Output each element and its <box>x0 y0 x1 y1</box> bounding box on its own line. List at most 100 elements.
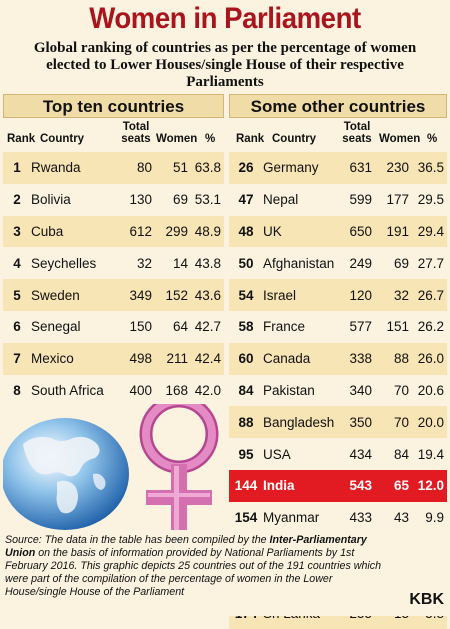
table-row: 3 Cuba 612 299 48.9 <box>3 215 224 248</box>
globe-illustration <box>1 394 219 530</box>
rank-cell: 58 <box>229 310 263 343</box>
table-row: 2 Bolivia 130 69 53.1 <box>3 183 224 216</box>
rank-cell: 54 <box>229 279 263 311</box>
seats-cell: 32 <box>117 247 155 280</box>
country-cell: Germany <box>263 152 339 184</box>
female-symbol-icon <box>139 394 219 530</box>
rank-cell: 26 <box>229 152 263 184</box>
country-cell: India <box>263 469 339 502</box>
rank-cell: 144 <box>229 469 263 502</box>
table-row: 5 Sweden 349 152 43.6 <box>3 279 224 311</box>
table-row: 26 Germany 631 230 36.5 <box>229 152 447 184</box>
percent-cell: 63.8 <box>191 152 224 184</box>
percent-cell: 53.1 <box>191 183 224 216</box>
col-percent: % <box>427 133 438 145</box>
percent-cell: 12.0 <box>412 469 447 502</box>
country-cell: Senegal <box>31 310 117 343</box>
col-total-seats: Total seats <box>121 121 151 145</box>
women-cell: 177 <box>375 183 412 216</box>
source-org: Inter-Parliamentary Union <box>5 534 367 559</box>
seats-cell: 650 <box>339 215 375 248</box>
column-headers: Rank Country Total seats Women % <box>3 118 224 152</box>
seats-cell: 150 <box>117 310 155 343</box>
table-row: 1 Rwanda 80 51 63.8 <box>3 152 224 184</box>
percent-cell: 9.9 <box>412 501 447 534</box>
subtitle: Global ranking of countries as per the p… <box>33 40 417 90</box>
rank-cell: 4 <box>3 247 31 280</box>
country-cell: Bolivia <box>31 183 117 216</box>
rank-cell: 5 <box>3 279 31 311</box>
footer: Source: The data in the table has been c… <box>0 530 450 616</box>
table-row: 154 Myanmar 433 43 9.9 <box>229 501 447 534</box>
seats-cell: 80 <box>117 152 155 184</box>
percent-cell: 29.4 <box>412 215 447 248</box>
col-women: Women <box>379 133 421 145</box>
percent-cell: 19.4 <box>412 438 447 470</box>
percent-cell: 43.6 <box>191 279 224 311</box>
women-cell: 299 <box>155 215 191 248</box>
country-cell: South Africa <box>31 374 117 407</box>
women-cell: 70 <box>375 406 412 439</box>
percent-cell: 48.9 <box>191 215 224 248</box>
country-cell: France <box>263 310 339 343</box>
percent-cell: 42.4 <box>191 342 224 375</box>
col-total-seats: Total seats <box>342 121 372 145</box>
seats-cell: 433 <box>339 501 375 534</box>
rank-cell: 84 <box>229 374 263 407</box>
seats-cell: 543 <box>339 469 375 502</box>
women-cell: 43 <box>375 501 412 534</box>
col-rank: Rank <box>236 133 265 145</box>
percent-cell: 42.7 <box>191 310 224 343</box>
rank-cell: 50 <box>229 247 263 280</box>
rank-cell: 1 <box>3 152 31 184</box>
rank-cell: 47 <box>229 183 263 216</box>
seats-cell: 434 <box>339 438 375 470</box>
table-row: 48 UK 650 191 29.4 <box>229 215 447 248</box>
country-cell: Mexico <box>31 342 117 375</box>
seats-cell: 350 <box>339 406 375 439</box>
column-headers: Rank Country Total seats Women % <box>229 118 447 152</box>
seats-cell: 349 <box>117 279 155 311</box>
seats-cell: 130 <box>117 183 155 216</box>
table-row: 8 South Africa 400 168 42.0 <box>3 374 224 407</box>
percent-cell: 26.7 <box>412 279 447 311</box>
seats-cell: 400 <box>117 374 155 407</box>
table-row: 95 USA 434 84 19.4 <box>229 438 447 470</box>
women-cell: 230 <box>375 152 412 184</box>
seats-cell: 338 <box>339 342 375 375</box>
table-row: 7 Mexico 498 211 42.4 <box>3 342 224 375</box>
seats-cell: 249 <box>339 247 375 280</box>
women-cell: 191 <box>375 215 412 248</box>
percent-cell: 26.2 <box>412 310 447 343</box>
women-cell: 151 <box>375 310 412 343</box>
country-cell: UK <box>263 215 339 248</box>
women-cell: 70 <box>375 374 412 407</box>
source-note: Source: The data in the table has been c… <box>5 534 382 598</box>
credit: KBK <box>409 591 444 608</box>
women-cell: 168 <box>155 374 191 407</box>
women-cell: 14 <box>155 247 191 280</box>
country-cell: Seychelles <box>31 247 117 280</box>
seats-cell: 631 <box>339 152 375 184</box>
table-row: 6 Senegal 150 64 42.7 <box>3 310 224 343</box>
col-country: Country <box>272 133 317 145</box>
women-cell: 51 <box>155 152 191 184</box>
women-cell: 211 <box>155 342 191 375</box>
women-cell: 84 <box>375 438 412 470</box>
col-women: Women <box>156 133 198 145</box>
seats-cell: 599 <box>339 183 375 216</box>
table-row: 54 Israel 120 32 26.7 <box>229 279 447 311</box>
percent-cell: 20.0 <box>412 406 447 439</box>
percent-cell: 26.0 <box>412 342 447 375</box>
country-cell: Cuba <box>31 215 117 248</box>
percent-cell: 42.0 <box>191 374 224 407</box>
table-row: 84 Pakistan 340 70 20.6 <box>229 374 447 407</box>
women-cell: 65 <box>375 469 412 502</box>
country-cell: Myanmar <box>263 501 339 534</box>
percent-cell: 43.8 <box>191 247 224 280</box>
table-row: 4 Seychelles 32 14 43.8 <box>3 247 224 280</box>
table-row: 50 Afghanistan 249 69 27.7 <box>229 247 447 280</box>
seats-cell: 612 <box>117 215 155 248</box>
rank-cell: 7 <box>3 342 31 375</box>
